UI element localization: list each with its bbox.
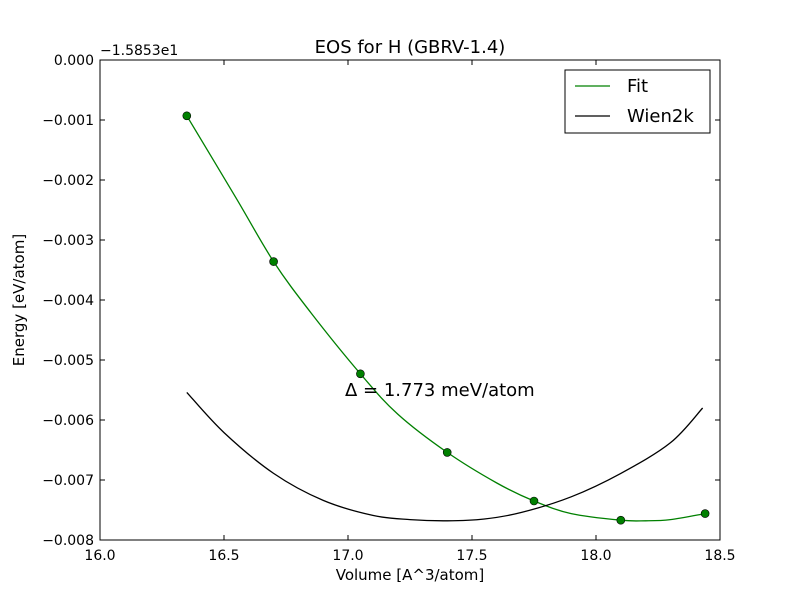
ticks-layer: 16.0 16.5 17.0 17.5 18.0 18.5 0.000 −0.001 −0.00… bbox=[42, 53, 735, 564]
legend-fit-label: Fit bbox=[627, 76, 648, 97]
y-tick-label: −0.003 bbox=[42, 233, 94, 249]
delta-annotation: Δ = 1.773 meV/atom bbox=[345, 380, 535, 401]
data-point bbox=[356, 369, 365, 379]
legend: Fit Wien2k bbox=[564, 69, 711, 134]
series-line-wien2k bbox=[186, 391, 704, 522]
x-tick-label: 18.0 bbox=[580, 548, 611, 564]
y-tick-label: 0.000 bbox=[54, 53, 94, 69]
y-tick-label: −0.008 bbox=[42, 533, 94, 549]
data-point bbox=[700, 509, 710, 518]
x-axis-label: Volume [A^3/atom] bbox=[336, 566, 485, 584]
x-tick-label: 18.5 bbox=[704, 548, 735, 564]
data-point bbox=[616, 515, 626, 525]
y-tick-label: −0.005 bbox=[42, 353, 94, 369]
x-tick-label: 16.0 bbox=[84, 548, 115, 564]
data-point bbox=[442, 448, 452, 457]
y-tick-label: −0.002 bbox=[42, 173, 94, 189]
plot-area bbox=[100, 60, 720, 540]
plot-frame bbox=[99, 59, 721, 541]
y-offset-label: −1.5853e1 bbox=[100, 43, 178, 59]
x-tick-label: 17.0 bbox=[332, 548, 363, 564]
legend-wien2k-label: Wien2k bbox=[627, 106, 694, 127]
y-tick-label: −0.004 bbox=[42, 293, 94, 309]
series-layer bbox=[182, 111, 710, 525]
data-point bbox=[182, 111, 192, 121]
x-tick-label: 16.5 bbox=[208, 548, 239, 564]
chart-title: EOS for H (GBRV-1.4) bbox=[315, 37, 506, 58]
x-tick-label: 17.5 bbox=[456, 548, 487, 564]
y-tick-label: −0.007 bbox=[42, 473, 94, 489]
y-tick-label: −0.006 bbox=[42, 413, 94, 429]
y-axis-label: Energy [eV/atom] bbox=[10, 234, 28, 366]
data-point bbox=[529, 496, 539, 506]
y-tick-label: −0.001 bbox=[42, 113, 94, 129]
data-point bbox=[269, 257, 278, 266]
legend-box bbox=[564, 69, 711, 134]
